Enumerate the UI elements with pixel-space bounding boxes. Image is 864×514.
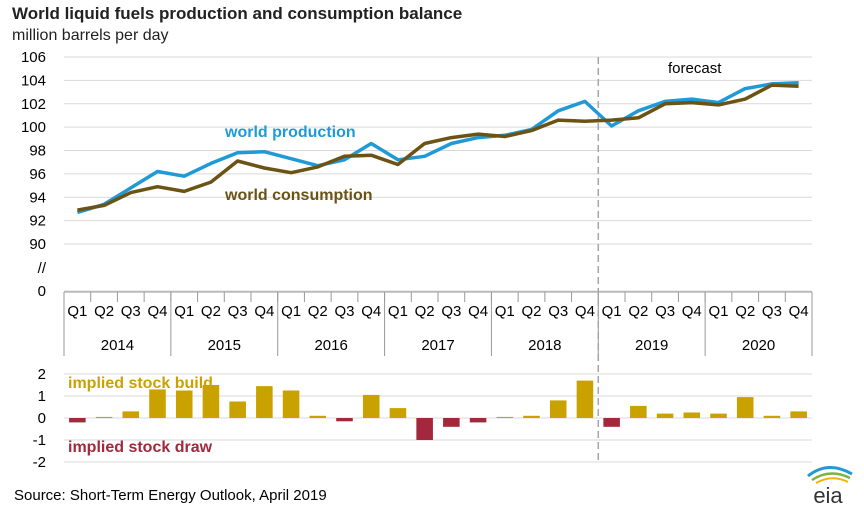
stock-bar (683, 412, 701, 418)
chart-title: World liquid fuels production and consum… (12, 4, 463, 23)
stock-bar (469, 418, 487, 423)
quarter-label: Q4 (682, 303, 702, 320)
y-tick-label: 100 (21, 119, 46, 136)
quarter-label: Q2 (94, 303, 114, 320)
y-tick-label: 106 (21, 49, 46, 66)
y-tick-label: 92 (29, 213, 46, 230)
chart-subtitle: million barrels per day (12, 27, 169, 44)
stock-bar (549, 400, 567, 418)
stock-bar (656, 413, 674, 418)
stock-bar (202, 385, 220, 418)
stock-bar (630, 405, 647, 418)
quarter-label: Q4 (147, 303, 167, 320)
stock-bar (443, 418, 460, 427)
stock-bar (256, 386, 273, 418)
stock-draw-label: implied stock draw (68, 439, 213, 456)
stock-bar (336, 418, 353, 422)
quarter-label: Q3 (548, 303, 568, 320)
logo-arc-green-icon (811, 472, 851, 482)
stock-bar (69, 418, 86, 423)
source-text: Short-Term Energy Outlook, April 2019 (69, 487, 327, 504)
y-tick-label: 0 (38, 283, 46, 300)
stock-bar (736, 397, 754, 418)
stock-bar (576, 380, 594, 418)
quarter-label: Q4 (361, 303, 381, 320)
y-tick-label: 98 (29, 143, 46, 160)
quarter-label: Q1 (495, 303, 515, 320)
quarter-label: Q3 (121, 303, 141, 320)
stock-bar (362, 394, 380, 418)
y-tick-label: 96 (29, 166, 46, 183)
quarter-label: Q4 (468, 303, 488, 320)
year-label: 2016 (314, 337, 347, 354)
quarter-label: Q3 (441, 303, 461, 320)
logo-text: eia (813, 483, 843, 506)
production-series-label: world production (224, 124, 356, 141)
quarter-label: Q4 (789, 303, 809, 320)
stock-bar (149, 389, 166, 418)
quarter-label: Q2 (201, 303, 221, 320)
stock-bar (416, 418, 433, 440)
year-label: 2020 (742, 337, 775, 354)
logo-arc-yellow-icon (815, 477, 849, 484)
stock-bar (122, 411, 140, 418)
y-tick-label: // (38, 260, 47, 277)
quarter-label: Q3 (762, 303, 782, 320)
y-tick-label: -1 (33, 432, 46, 449)
quarter-label: Q3 (334, 303, 354, 320)
year-label: 2014 (101, 337, 134, 354)
stock-bar (175, 390, 193, 418)
consumption-line (77, 83, 799, 212)
y-tick-label: 102 (21, 96, 46, 113)
stock-bar (95, 416, 113, 418)
stock-bar (496, 416, 514, 418)
quarter-label: Q2 (521, 303, 541, 320)
y-tick-label: 90 (29, 236, 46, 253)
stock-bar (790, 411, 807, 418)
quarter-label: Q1 (67, 303, 87, 320)
production-line (76, 80, 799, 215)
stock-build-label: implied stock build (68, 375, 213, 392)
quarter-label: Q4 (575, 303, 595, 320)
year-label: 2019 (635, 337, 668, 354)
year-label: 2015 (208, 337, 241, 354)
y-tick-label: 0 (38, 410, 46, 427)
stock-bar (763, 415, 781, 418)
stock-bar (523, 415, 540, 418)
y-tick-label: 1 (38, 388, 46, 405)
forecast-label: forecast (668, 60, 722, 77)
quarter-label: Q2 (735, 303, 755, 320)
eia-logo: eia (807, 466, 853, 506)
stock-bar (710, 413, 727, 418)
quarter-label: Q1 (281, 303, 301, 320)
y-tick-label: 104 (21, 72, 46, 89)
stock-bar (229, 401, 246, 418)
quarter-label: Q1 (708, 303, 728, 320)
quarter-label: Q1 (602, 303, 622, 320)
year-label: 2018 (528, 337, 561, 354)
quarter-label: Q2 (415, 303, 435, 320)
quarter-label: Q1 (174, 303, 194, 320)
quarter-label: Q1 (388, 303, 408, 320)
quarter-label: Q2 (308, 303, 328, 320)
stock-bar (389, 408, 407, 418)
y-tick-label: -2 (33, 454, 46, 471)
quarter-label: Q3 (655, 303, 675, 320)
quarter-label: Q4 (254, 303, 274, 320)
source-note: Source: Short-Term Energy Outlook, April… (14, 487, 327, 504)
stock-bar (282, 390, 300, 418)
consumption-series-label: world consumption (224, 187, 373, 204)
stock-bar (603, 418, 620, 427)
y-tick-label: 2 (38, 366, 46, 383)
logo-arc-blue-icon (807, 466, 853, 478)
quarter-label: Q2 (628, 303, 648, 320)
y-tick-label: 94 (29, 189, 46, 206)
quarter-label: Q3 (228, 303, 248, 320)
stock-bar (309, 415, 327, 418)
year-label: 2017 (421, 337, 454, 354)
